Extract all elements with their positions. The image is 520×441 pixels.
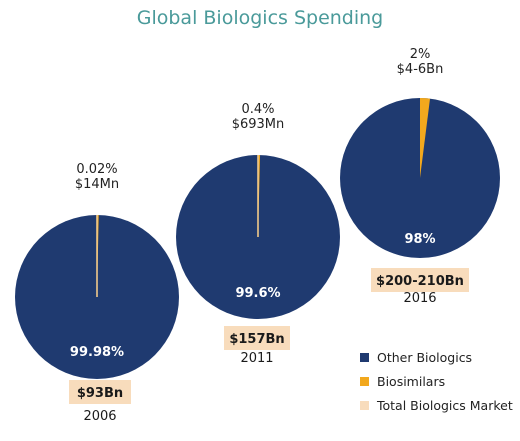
total-label-2011: $157Bn	[229, 332, 284, 347]
biosimilar-value-label-2016: $4-6Bn	[397, 62, 444, 77]
biosimilar-value-label-2006: $14Mn	[75, 177, 119, 192]
year-label-2011: 2011	[240, 351, 273, 366]
legend-label-biosimilars: Biosimilars	[377, 374, 445, 389]
slice-biosimilars-2016	[420, 98, 431, 178]
legend-label-other-biologics: Other Biologics	[377, 350, 472, 365]
chart-title: Global Biologics Spending	[137, 7, 384, 29]
biosimilar-value-label-2011: $693Mn	[232, 117, 285, 132]
biosimilar-pct-label-2016: 2%	[410, 47, 431, 62]
other-pct-label-2016: 98%	[404, 232, 435, 247]
legend: Other Biologics Biosimilars Total Biolog…	[360, 350, 513, 413]
total-label-2016: $200-210Bn	[376, 274, 464, 289]
total-label-2006: $93Bn	[77, 386, 123, 401]
legend-swatch-other-biologics	[360, 353, 369, 362]
pie-2016: 2%$4-6Bn 98% $200-210Bn 2016	[340, 47, 500, 306]
total-box-2011	[224, 326, 290, 350]
legend-swatch-total-biologics-market	[360, 401, 369, 410]
other-pct-label-2011: 99.6%	[235, 286, 280, 301]
year-label-2016: 2016	[403, 291, 436, 306]
other-pct-label-2006: 99.98%	[70, 345, 124, 360]
legend-swatch-biosimilars	[360, 377, 369, 386]
legend-label-total-biologics-market: Total Biologics Market	[376, 398, 513, 413]
pie-2006: 0.02%$14Mn 99.98% $93Bn 2006	[15, 162, 179, 424]
biosimilar-pct-label-2011: 0.4%	[241, 102, 274, 117]
pie-2011: 0.4%$693Mn 99.6% $157Bn 2011	[176, 102, 340, 366]
total-box-2006	[69, 380, 131, 404]
year-label-2006: 2006	[83, 409, 116, 424]
total-box-2016	[371, 268, 469, 292]
biosimilar-pct-label-2006: 0.02%	[76, 162, 117, 177]
